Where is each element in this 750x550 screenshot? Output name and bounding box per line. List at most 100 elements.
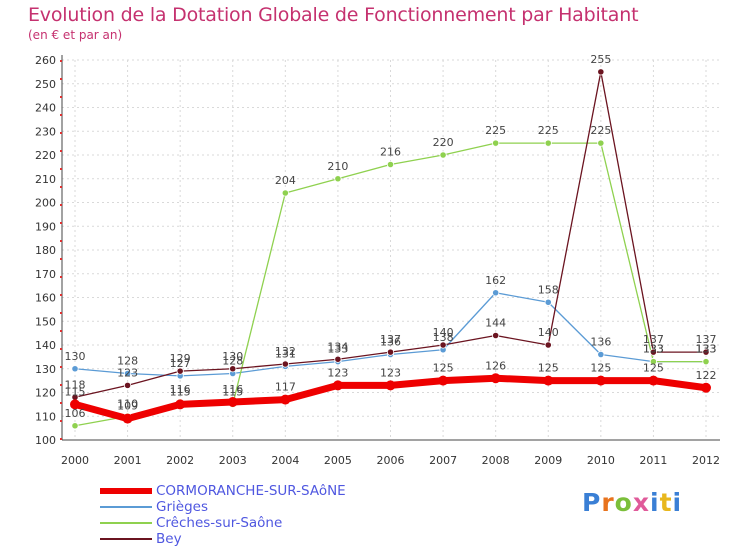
data-label: 255 xyxy=(590,53,611,66)
data-point xyxy=(70,399,80,410)
legend-swatch-creches xyxy=(100,522,152,524)
data-point xyxy=(544,139,552,147)
data-label: 133 xyxy=(643,343,664,356)
data-label: 210 xyxy=(327,160,348,173)
data-label: 125 xyxy=(538,362,559,375)
data-label: 144 xyxy=(485,317,506,330)
x-tick-label: 2002 xyxy=(166,454,194,467)
data-label: 137 xyxy=(696,333,717,346)
data-label: 115 xyxy=(222,385,243,398)
y-tick-label: 210 xyxy=(35,173,56,186)
data-point xyxy=(229,365,237,373)
data-point xyxy=(597,68,605,76)
data-label: 136 xyxy=(590,336,611,349)
data-point xyxy=(123,381,132,389)
data-point xyxy=(280,394,291,405)
logo-letter: x xyxy=(632,488,650,517)
y-tick-label: 170 xyxy=(35,268,56,281)
data-point xyxy=(649,348,658,356)
legend-swatch-bey xyxy=(100,538,152,540)
x-tick-label: 2007 xyxy=(429,454,457,467)
legend-label-grieges: Grièges xyxy=(156,499,208,515)
legend-swatch-cormoranche xyxy=(100,488,152,494)
data-label: 130 xyxy=(222,350,243,363)
y-tick-label: 160 xyxy=(35,292,56,305)
data-label: 131 xyxy=(275,347,296,360)
data-label: 122 xyxy=(696,369,717,382)
data-point xyxy=(334,175,342,183)
data-point xyxy=(176,367,184,375)
data-label: 116 xyxy=(170,383,191,396)
y-tick-label: 100 xyxy=(35,434,56,447)
data-point xyxy=(122,413,133,424)
logo-letter: o xyxy=(614,488,633,517)
x-tick-label: 2008 xyxy=(482,454,510,467)
x-tick-label: 2005 xyxy=(324,454,352,467)
data-label: 109 xyxy=(117,400,138,413)
data-label: 126 xyxy=(485,359,506,372)
data-label: 115 xyxy=(170,385,191,398)
logo-letter: t xyxy=(659,488,673,517)
data-point xyxy=(227,397,238,407)
logo-letter: r xyxy=(601,488,615,517)
x-tick-label: 2003 xyxy=(219,454,247,467)
data-point xyxy=(597,139,605,147)
data-label: 127 xyxy=(170,357,191,370)
legend-label-bey: Bey xyxy=(156,531,182,547)
y-tick-label: 220 xyxy=(35,149,56,162)
data-point xyxy=(597,350,605,359)
data-point xyxy=(386,160,395,169)
data-label: 123 xyxy=(117,366,138,379)
data-label: 134 xyxy=(327,340,348,353)
legend-label-creches: Crêches-sur-Saône xyxy=(156,515,283,531)
data-label: 116 xyxy=(222,383,243,396)
data-point xyxy=(385,380,396,391)
data-label: 162 xyxy=(485,274,506,287)
data-label: 130 xyxy=(65,350,86,363)
data-label: 118 xyxy=(65,378,86,391)
x-tick-label: 2012 xyxy=(692,454,720,467)
data-point xyxy=(543,375,554,386)
data-point xyxy=(544,298,552,306)
data-point xyxy=(649,358,658,366)
data-point xyxy=(386,348,395,356)
data-label: 225 xyxy=(485,124,506,137)
data-label: 128 xyxy=(117,355,138,368)
data-point xyxy=(281,189,289,197)
data-label: 123 xyxy=(380,366,401,379)
chart-title: Evolution de la Dotation Globale de Fonc… xyxy=(28,4,639,26)
y-tick-label: 150 xyxy=(35,315,56,328)
data-label: 132 xyxy=(275,345,296,358)
data-label: 158 xyxy=(538,283,559,296)
data-label: 133 xyxy=(327,343,348,356)
data-label: 220 xyxy=(433,136,454,149)
data-label: 225 xyxy=(538,124,559,137)
x-tick-label: 2000 xyxy=(61,454,89,467)
legend-swatch-grieges xyxy=(100,506,152,508)
data-point xyxy=(439,341,447,349)
data-label: 137 xyxy=(380,333,401,346)
logo-letter: i xyxy=(672,488,683,517)
data-point xyxy=(439,151,447,159)
logo-letter: i xyxy=(650,488,660,517)
y-tick-label: 190 xyxy=(35,220,56,233)
data-point xyxy=(702,358,710,366)
data-point xyxy=(71,365,79,373)
data-label: 225 xyxy=(590,124,611,137)
data-point xyxy=(123,369,132,378)
y-tick-label: 260 xyxy=(35,54,56,67)
data-point xyxy=(438,375,449,386)
data-point xyxy=(332,380,343,391)
data-label: 125 xyxy=(433,362,454,375)
data-label: 137 xyxy=(643,333,664,346)
y-tick-label: 180 xyxy=(35,244,56,257)
data-label: 125 xyxy=(643,362,664,375)
y-tick-label: 200 xyxy=(35,197,56,210)
legend-label-cormoranche: CORMORANCHE-SUR-SAôNE xyxy=(156,483,346,499)
y-tick-label: 120 xyxy=(35,387,56,400)
data-label: 140 xyxy=(538,326,559,339)
data-label: 123 xyxy=(327,366,348,379)
data-label: 117 xyxy=(275,381,296,394)
